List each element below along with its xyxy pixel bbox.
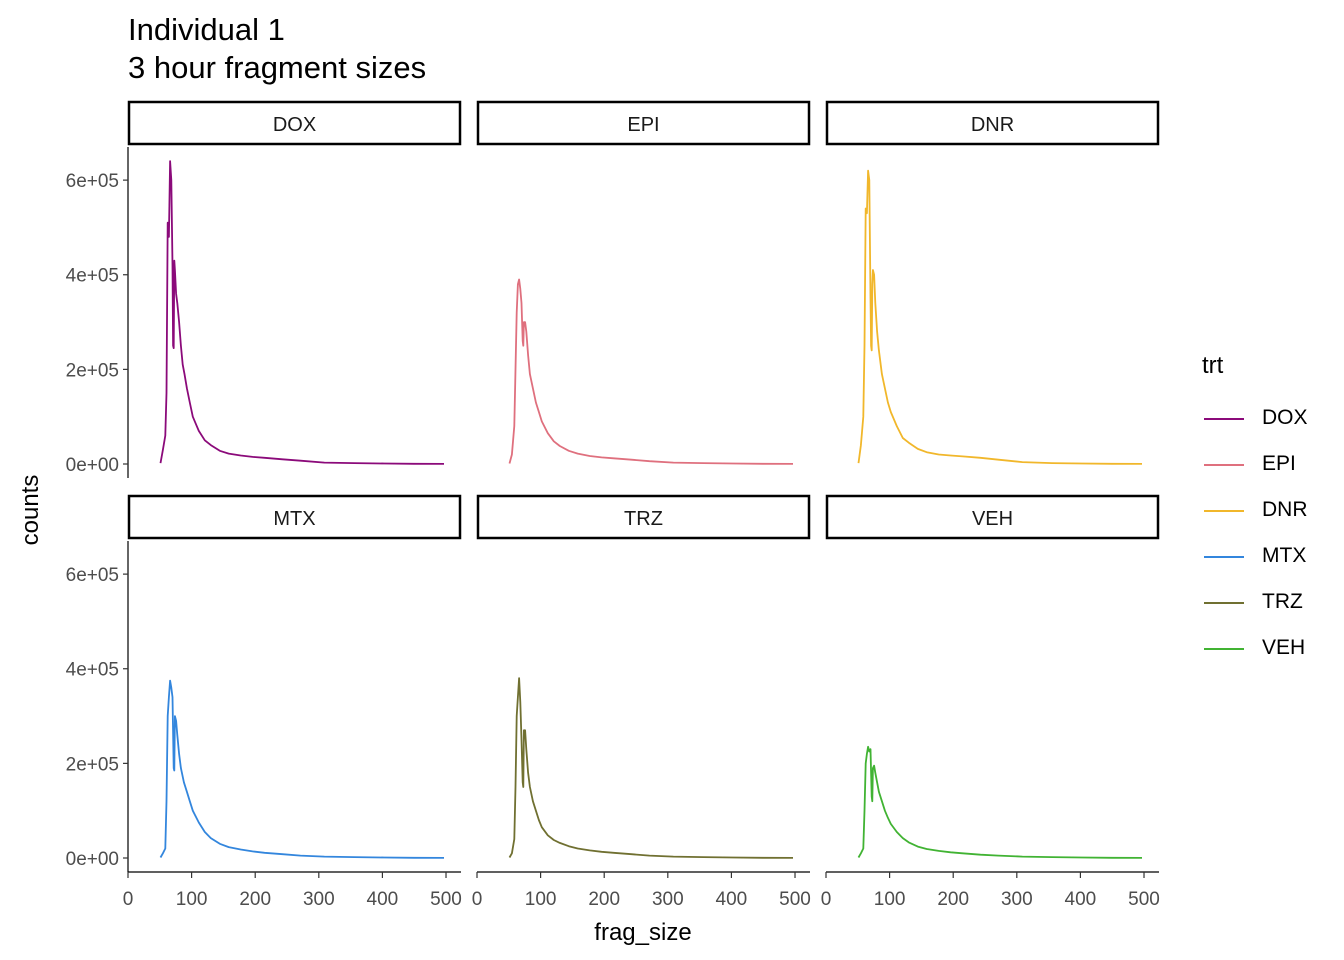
legend-item-EPI: EPI	[1204, 452, 1334, 478]
x-tick-label: 200	[239, 889, 271, 910]
x-tick-label: 300	[1001, 889, 1033, 910]
legend-item-TRZ: TRZ	[1204, 590, 1334, 616]
facet-strip-EPI	[476, 100, 811, 146]
y-tick-label: 6e+05	[66, 565, 119, 586]
legend-title: trt	[1202, 352, 1224, 379]
series-line-DOX	[159, 160, 445, 465]
legend-label: DNR	[1262, 498, 1308, 521]
facet-strip-TRZ	[476, 494, 811, 540]
legend-item-DNR: DNR	[1204, 498, 1334, 524]
series-line-EPI	[508, 278, 794, 465]
x-tick-label: 0	[821, 889, 832, 910]
legend-swatch	[1204, 602, 1244, 604]
x-tick-label: 400	[367, 889, 399, 910]
x-tick-label: 400	[716, 889, 748, 910]
legend-swatch	[1204, 648, 1244, 650]
y-tick-label: 4e+05	[66, 660, 119, 681]
facet-strip-label-MTX: MTX	[273, 508, 315, 530]
series-line-DNR	[857, 169, 1143, 465]
facet-strip-label-VEH: VEH	[972, 508, 1013, 530]
chart-subtitle: 3 hour fragment sizes	[128, 50, 427, 85]
legend-item-DOX: DOX	[1204, 406, 1334, 432]
legend-swatch	[1204, 556, 1244, 558]
facet-strip-DNR	[825, 100, 1160, 146]
y-tick-label: 6e+05	[66, 171, 119, 192]
facet-strip-DOX	[127, 100, 462, 146]
facet-strip-label-DOX: DOX	[273, 114, 316, 136]
x-axis-title: frag_size	[594, 919, 691, 946]
facet-strip-label-DNR: DNR	[971, 114, 1014, 136]
x-tick-label: 100	[525, 889, 557, 910]
series-line-MTX	[159, 679, 445, 859]
x-tick-label: 200	[588, 889, 620, 910]
y-tick-label: 0e+00	[66, 849, 119, 870]
legend-item-VEH: VEH	[1204, 636, 1334, 662]
x-tick-label: 100	[874, 889, 906, 910]
x-tick-label: 0	[472, 889, 483, 910]
series-line-TRZ	[508, 677, 794, 859]
x-tick-label: 500	[1128, 889, 1160, 910]
y-axis-title: counts	[17, 475, 44, 546]
legend-swatch	[1204, 464, 1244, 466]
facet-strip-label-TRZ: TRZ	[624, 508, 663, 530]
facet-strip-label-EPI: EPI	[627, 114, 659, 136]
legend-label: EPI	[1262, 452, 1296, 475]
y-tick-label: 2e+05	[66, 754, 119, 775]
x-tick-label: 100	[176, 889, 208, 910]
y-tick-label: 2e+05	[66, 360, 119, 381]
legend-label: VEH	[1262, 636, 1306, 659]
x-tick-label: 0	[123, 889, 134, 910]
legend-label: MTX	[1262, 544, 1307, 567]
y-tick-label: 0e+00	[66, 455, 119, 476]
x-tick-label: 500	[779, 889, 811, 910]
x-tick-label: 200	[937, 889, 969, 910]
x-tick-label: 500	[430, 889, 462, 910]
x-tick-label: 400	[1065, 889, 1097, 910]
legend-swatch	[1204, 510, 1244, 512]
facet-strip-VEH	[825, 494, 1160, 540]
chart-title: Individual 1	[128, 12, 285, 47]
facet-strip-MTX	[127, 494, 462, 540]
series-line-VEH	[857, 745, 1143, 859]
x-tick-label: 300	[303, 889, 335, 910]
x-tick-label: 300	[652, 889, 684, 910]
legend-item-MTX: MTX	[1204, 544, 1334, 570]
y-tick-label: 4e+05	[66, 266, 119, 287]
legend-label: DOX	[1262, 406, 1308, 429]
legend-swatch	[1204, 418, 1244, 420]
legend-label: TRZ	[1262, 590, 1303, 613]
